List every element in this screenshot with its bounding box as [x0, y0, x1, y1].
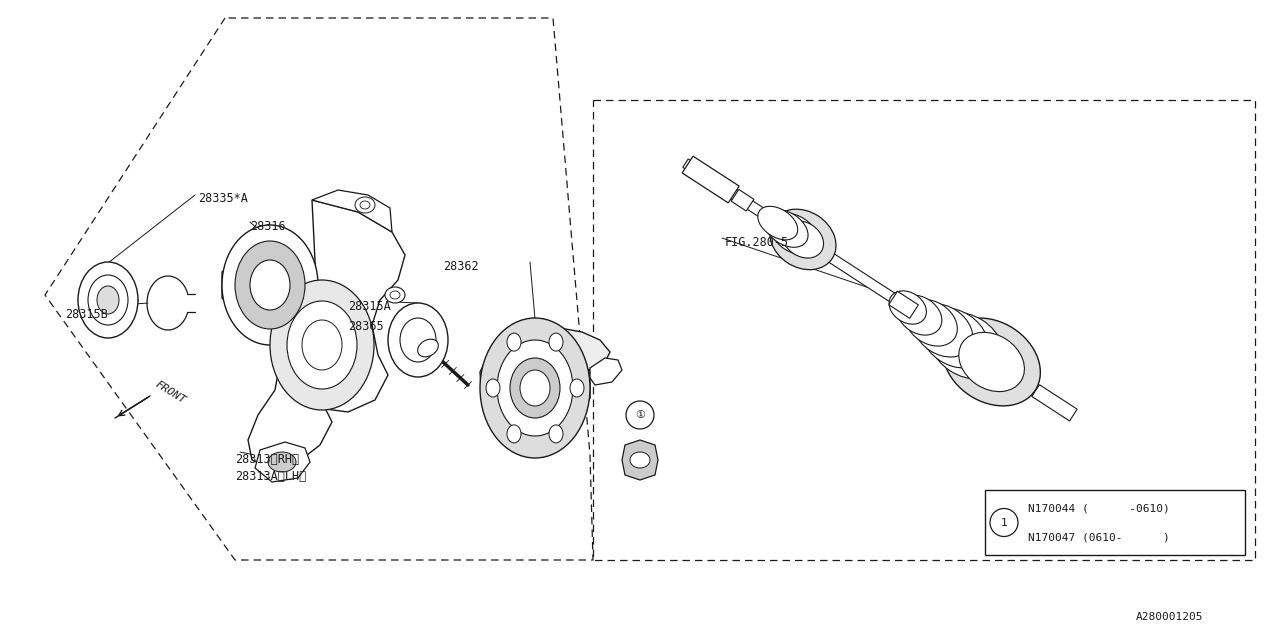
Text: N170044 (      -0610): N170044 ( -0610) [1028, 503, 1170, 513]
Ellipse shape [360, 201, 370, 209]
Text: ①: ① [635, 410, 645, 420]
Ellipse shape [630, 452, 650, 468]
Ellipse shape [777, 217, 828, 262]
Bar [986, 490, 1245, 555]
Ellipse shape [570, 379, 584, 397]
Ellipse shape [486, 379, 500, 397]
Text: 28335*A: 28335*A [198, 192, 248, 205]
Ellipse shape [509, 358, 561, 418]
Ellipse shape [943, 318, 1041, 406]
Ellipse shape [890, 291, 927, 324]
Text: 28316: 28316 [250, 220, 285, 233]
Ellipse shape [922, 308, 988, 368]
Ellipse shape [236, 241, 305, 329]
Text: FIG.280-5: FIG.280-5 [724, 236, 790, 249]
Ellipse shape [764, 210, 808, 247]
Polygon shape [682, 159, 1057, 407]
Ellipse shape [302, 320, 342, 370]
Ellipse shape [88, 275, 128, 325]
Ellipse shape [390, 291, 399, 299]
Ellipse shape [929, 312, 1004, 379]
Ellipse shape [270, 280, 374, 410]
Ellipse shape [78, 262, 138, 338]
Ellipse shape [355, 197, 375, 213]
Ellipse shape [268, 452, 296, 472]
Ellipse shape [399, 318, 436, 362]
Ellipse shape [905, 300, 957, 346]
Polygon shape [255, 442, 310, 482]
Polygon shape [622, 440, 658, 480]
Text: 28365: 28365 [348, 320, 384, 333]
Ellipse shape [549, 333, 563, 351]
Ellipse shape [507, 333, 521, 351]
Ellipse shape [287, 301, 357, 389]
Text: 28315A: 28315A [348, 300, 390, 313]
Text: FRONT: FRONT [154, 380, 187, 406]
Ellipse shape [507, 425, 521, 443]
Polygon shape [1032, 385, 1078, 421]
Polygon shape [312, 190, 392, 232]
Ellipse shape [97, 286, 119, 314]
Text: A280001205: A280001205 [1137, 612, 1203, 622]
Ellipse shape [250, 260, 291, 310]
Ellipse shape [497, 340, 573, 436]
Polygon shape [590, 358, 622, 385]
Ellipse shape [385, 287, 404, 303]
Ellipse shape [897, 295, 942, 335]
Ellipse shape [480, 318, 590, 458]
Polygon shape [888, 291, 918, 318]
Polygon shape [480, 328, 611, 432]
Polygon shape [731, 189, 754, 211]
Ellipse shape [769, 209, 836, 269]
Ellipse shape [771, 213, 818, 255]
Ellipse shape [782, 221, 823, 258]
Polygon shape [682, 156, 739, 203]
Text: 1: 1 [1001, 518, 1007, 527]
Ellipse shape [417, 339, 438, 357]
Ellipse shape [221, 225, 317, 345]
Text: 28313A〈LH〉: 28313A〈LH〉 [236, 470, 306, 483]
Ellipse shape [520, 370, 550, 406]
Ellipse shape [959, 332, 1024, 392]
Ellipse shape [913, 304, 973, 357]
Circle shape [989, 509, 1018, 536]
Text: 28313〈RH〉: 28313〈RH〉 [236, 453, 300, 466]
Polygon shape [221, 200, 404, 468]
Text: 28315B: 28315B [65, 308, 108, 321]
Ellipse shape [758, 206, 797, 240]
Ellipse shape [549, 425, 563, 443]
Text: N170047 (0610-      ): N170047 (0610- ) [1028, 532, 1170, 543]
Circle shape [626, 401, 654, 429]
Text: 28362: 28362 [443, 260, 479, 273]
Ellipse shape [388, 303, 448, 377]
